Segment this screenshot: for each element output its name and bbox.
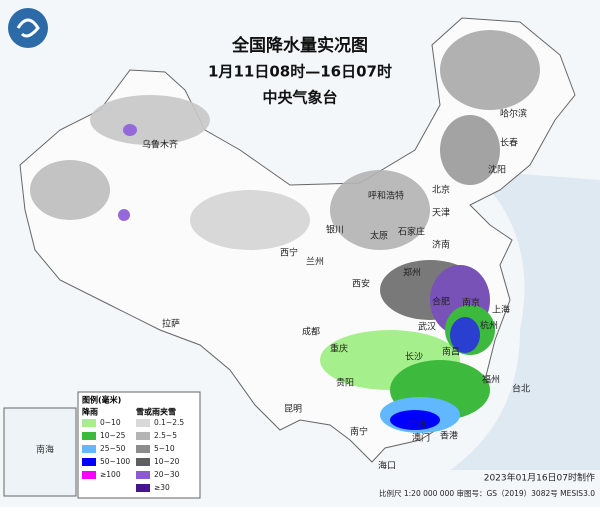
legend-item-label: ≥100 [100,470,121,479]
rain-area [450,317,480,353]
map-title: 全国降水量实况图 [231,35,368,56]
city-label: 拉萨 [162,318,180,330]
legend-swatch [136,445,150,453]
city-label: 澳门 [412,432,430,444]
legend-item-label: ≥30 [154,483,170,492]
snow-area [118,209,130,221]
legend-swatch [136,471,150,479]
city-label: 南京 [462,297,480,309]
city-label: 合肥 [432,296,450,308]
city-label: 重庆 [330,343,348,355]
inset-label: 南海 [36,444,54,456]
logo-mark [16,18,40,38]
map-agency: 中央气象台 [262,89,337,107]
legend-swatch [136,484,150,492]
city-label: 石家庄 [398,226,425,238]
legend-item-label: 0~10 [100,418,121,427]
city-label: 香港 [440,430,458,442]
legend-swatch [136,419,150,427]
city-label: 南宁 [350,426,368,438]
city-label: 北京 [432,184,450,196]
rain-area [390,410,440,430]
logo [8,8,48,48]
legend-swatch [136,432,150,440]
snow-area [30,160,110,220]
snow-areas [30,30,540,335]
legend-item-label: 25~50 [100,444,126,453]
legend-swatch [82,432,96,440]
made-time: 2023年01月16日07时制作 [484,472,595,484]
city-label: 武汉 [418,321,436,333]
city-label: 长沙 [405,351,423,363]
snow-area [330,170,430,250]
city-label: 乌鲁木齐 [142,139,178,151]
snow-area [440,115,500,185]
legend-item-label: 50~100 [100,457,130,466]
legend-item-label: 2.5~5 [154,431,177,440]
legend-rain-label: 降雨 [82,407,98,417]
city-label: 昆明 [284,404,302,415]
city-label: 南昌 [442,346,460,358]
legend-snow-label: 雪或雨夹雪 [136,407,176,417]
legend-swatch [82,419,96,427]
city-label: 上海 [492,304,510,316]
city-label: 郑州 [403,267,421,279]
legend-item-label: 20~30 [154,470,180,479]
sea [450,170,600,470]
snow-area [123,124,137,136]
city-label: 呼和浩特 [368,190,404,202]
city-label: 广州 [408,419,426,431]
city-label: 贵阳 [336,377,354,389]
city-label: 银川 [326,224,344,236]
city-label: 太原 [370,230,388,242]
legend-item-label: 5~10 [154,444,175,453]
city-label: 台北 [512,383,530,395]
city-label: 长春 [500,137,518,149]
legend-item-label: 10~20 [154,457,180,466]
city-label: 哈尔滨 [500,108,527,120]
city-label: 海口 [378,460,396,472]
city-label: 杭州 [480,320,498,332]
city-label: 兰州 [306,256,324,268]
city-label: 成都 [302,326,320,338]
city-label: 济南 [432,239,450,251]
scale-note: 比例尺 1:20 000 000 审图号：GS（2019）3082号 MESIS… [379,488,595,498]
city-label: 沈阳 [488,164,506,176]
legend-item-label: 0.1~2.5 [154,418,184,427]
legend-item-label: 10~25 [100,431,126,440]
snow-area [190,190,310,250]
legend-swatch [136,458,150,466]
map-period: 1月11日08时—16日07时 [208,63,392,81]
inset-box [3,407,77,497]
legend-swatch [82,471,96,479]
city-label: 福州 [482,374,500,386]
city-label: 天津 [432,208,450,219]
legend-title: 图例(毫米) [82,395,121,405]
city-label: 西宁 [280,247,298,259]
rain-areas [320,305,495,433]
snow-area [440,30,540,110]
snow-area [90,95,210,145]
city-label: 西安 [352,278,370,290]
legend-swatch [82,445,96,453]
legend-swatch [82,458,96,466]
